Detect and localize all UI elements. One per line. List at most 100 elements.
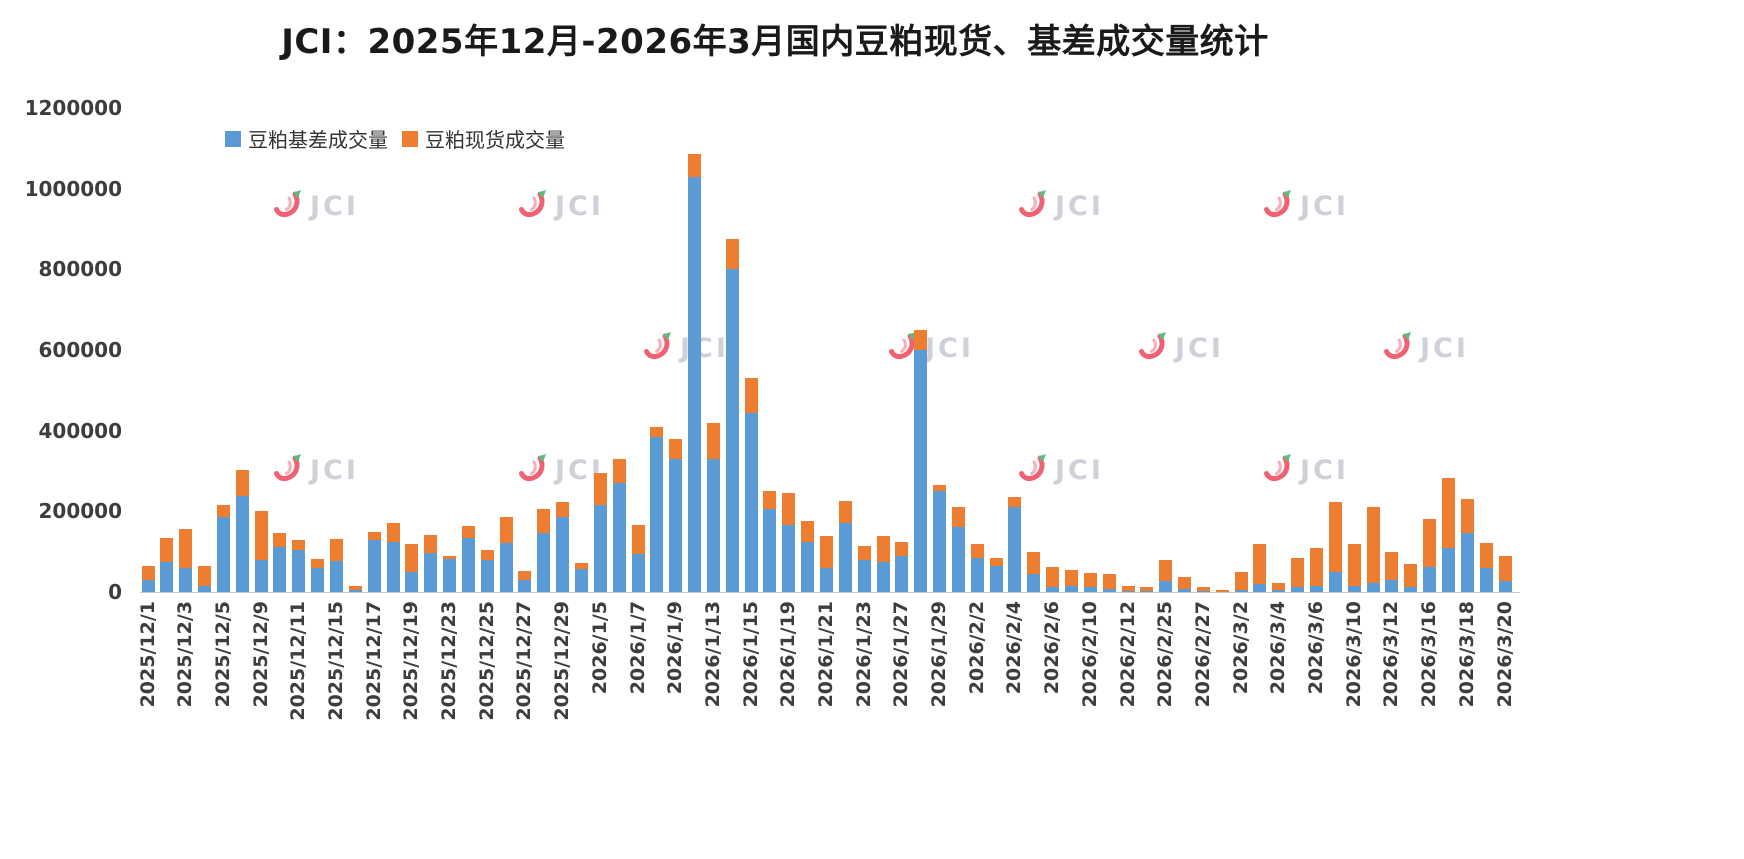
basis-volume-segment [857,559,871,592]
stacked-bar [763,491,777,592]
spot-volume-segment [273,532,287,547]
basis-volume-segment [725,269,739,592]
spot-volume-segment [348,585,362,590]
stacked-bar [461,525,475,592]
stacked-bar [1328,502,1342,592]
basis-volume-segment [1347,585,1361,592]
basis-volume-segment [292,550,306,592]
basis-volume-segment [782,525,796,592]
stacked-bar [1008,497,1022,592]
stacked-bar [1385,551,1399,592]
stacked-bar [989,557,1003,592]
x-axis-tick-label: 2025/12/11 [287,601,310,721]
x-axis-tick-label: 2026/3/6 [1305,601,1328,695]
spot-volume-segment [1215,589,1229,592]
spot-volume-segment [1498,555,1512,581]
spot-volume-segment [311,558,325,568]
basis-volume-segment [1102,588,1116,592]
chart-legend: 豆粕基差成交量 豆粕现货成交量 [225,124,579,153]
x-axis-tick-label: 2025/12/23 [438,601,461,721]
spot-volume-segment [367,531,381,541]
basis-volume-segment [593,505,607,592]
basis-volume-segment [1366,583,1380,592]
basis-volume-segment [876,561,890,592]
basis-volume-segment [688,176,702,592]
x-axis-tick-label: 2026/3/10 [1342,601,1365,708]
basis-volume-segment [669,458,683,592]
stacked-bar [386,523,400,592]
basis-volume-segment [1291,587,1305,592]
stacked-bar [951,507,965,592]
spot-volume-segment [782,493,796,526]
stacked-bar [556,502,570,592]
basis-volume-segment [1423,566,1437,592]
spot-volume-segment [1479,542,1493,568]
x-axis-tick-label: 2026/1/29 [928,601,951,708]
x-axis-line [140,592,1520,593]
stacked-bar [1291,557,1305,592]
x-axis-tick-label: 2026/3/20 [1493,601,1516,708]
spot-volume-segment [876,535,890,562]
stacked-bar [1102,573,1116,592]
jci-logo-icon [1262,452,1294,488]
jci-logo-icon [1017,452,1049,488]
basis-volume-segment [1083,587,1097,592]
jci-logo-icon [272,452,304,488]
jci-watermark: JCI [272,452,359,488]
legend-swatch-spot [402,130,418,147]
x-axis-tick-label: 2026/3/12 [1380,601,1403,708]
y-axis-tick-label: 1000000 [24,176,122,201]
x-axis-tick-label: 2026/2/10 [1078,601,1101,708]
basis-volume-segment [273,546,287,592]
spot-volume-segment [1121,585,1135,591]
spot-volume-segment [1441,478,1455,549]
basis-volume-segment [443,558,457,592]
y-axis-tick-label: 800000 [38,257,123,282]
spot-volume-segment [631,525,645,554]
spot-volume-segment [763,491,777,510]
stacked-bar [838,501,852,592]
spot-volume-segment [461,525,475,538]
jci-logo-icon [642,330,674,366]
x-axis-tick-label: 2026/3/2 [1229,601,1252,695]
basis-volume-segment [311,567,325,592]
basis-volume-segment [895,555,909,592]
y-axis-tick-label: 400000 [38,418,123,443]
stacked-bar [970,543,984,592]
spot-volume-segment [1083,572,1097,588]
jci-watermark-text: JCI [925,332,974,364]
spot-volume-segment [801,521,815,542]
basis-volume-segment [348,589,362,592]
x-axis-tick-label: 2025/12/29 [551,601,574,721]
x-axis-tick-label: 2026/2/2 [965,601,988,695]
stacked-bar [914,329,928,592]
spot-volume-segment [1196,587,1210,592]
x-axis-tick-label: 2026/1/23 [852,601,875,708]
stacked-bar [725,239,739,592]
basis-volume-segment [160,561,174,592]
stacked-bar [669,438,683,592]
x-axis-tick-label: 2026/1/5 [588,601,611,695]
spot-volume-segment [216,505,230,518]
basis-volume-segment [1140,591,1154,592]
spot-volume-segment [989,557,1003,566]
spot-volume-segment [405,544,419,572]
x-axis-tick-label: 2026/2/4 [1003,601,1026,695]
stacked-bar [1121,585,1135,592]
jci-logo-icon [1137,330,1169,366]
stacked-bar [933,485,947,592]
stacked-bar [688,154,702,592]
basis-volume-segment [951,527,965,592]
basis-volume-segment [631,553,645,592]
basis-volume-segment [1328,571,1342,592]
legend-label-spot: 豆粕现货成交量 [425,128,565,152]
spot-volume-segment [329,539,343,562]
basis-volume-segment [1385,579,1399,592]
stacked-bar [235,470,249,592]
spot-volume-segment [933,485,947,492]
jci-watermark-text: JCI [1300,454,1349,486]
x-axis-tick-label: 2026/1/9 [664,601,687,695]
spot-volume-segment [1159,559,1173,581]
stacked-bar [254,511,268,592]
